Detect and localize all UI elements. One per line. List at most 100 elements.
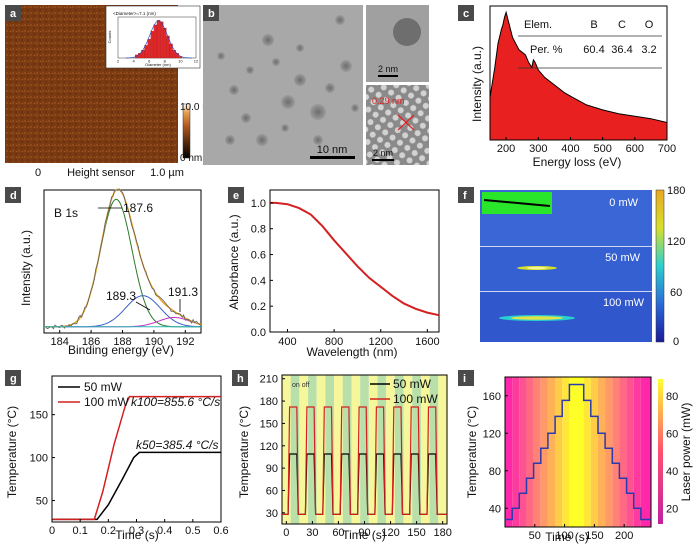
tick-label: 120	[260, 441, 278, 453]
tick-label: 200	[615, 530, 633, 542]
background-band	[377, 375, 387, 524]
series-line	[52, 395, 221, 521]
x-axis-label: Time (s)	[115, 528, 159, 542]
lattice-marker	[397, 114, 415, 131]
axis-start-label: 0	[35, 167, 41, 179]
tick-label: 50	[36, 496, 48, 508]
fitted-envelope	[44, 188, 202, 328]
legend-label: 100 mW	[84, 395, 129, 409]
legend-label: 100 mW	[393, 392, 438, 406]
slope-annotation: k50=385.4 °C/s	[136, 438, 219, 452]
tick-label: 120	[483, 428, 501, 440]
panel-i: i 50 100 150 200 40 80 120 160 20 40 60 80 Time (s)…	[458, 370, 693, 544]
tick-label: 400	[561, 143, 579, 155]
tick-label: 1600	[415, 336, 439, 348]
onoff-label: on off	[292, 382, 309, 389]
nanoparticle	[229, 85, 239, 95]
x-axis-label: Wavelength (nm)	[307, 345, 398, 359]
nanoparticle	[281, 95, 295, 109]
power-band	[555, 377, 563, 527]
background-band	[299, 375, 309, 524]
panel-letter-box	[5, 187, 21, 203]
axis-label: Height sensor	[67, 167, 135, 179]
panel-letter-box	[5, 5, 21, 21]
background-band	[360, 375, 369, 524]
panel-letter: g	[10, 373, 17, 385]
temperature-rise-plot: 0 0.1 0.2 0.3 0.4 0.5 0.6 50 100 150	[30, 375, 229, 537]
legend-label: 50 mW	[393, 377, 432, 391]
power-ramp-plot: 50 100 150 200 40 80 120 160 20 40 60 80	[483, 376, 678, 542]
panel-b: b 10 nm 2 nm 0.29 nm 2 nm	[203, 5, 429, 165]
hotspot	[527, 266, 547, 270]
tick-label: 600	[626, 143, 644, 155]
scalebar	[372, 159, 394, 161]
tick-label: 400	[278, 336, 296, 348]
histogram-bar	[163, 27, 167, 59]
power-band	[562, 377, 570, 527]
tick-label: 0.1	[73, 525, 88, 537]
power-band	[547, 377, 556, 527]
tick-label: 0	[49, 525, 55, 537]
thermal-image-row	[480, 247, 652, 291]
panel-h: h 0 30 60 90 120 150 180 30 60 90 120 150 180 210 on …	[232, 370, 452, 542]
nanoparticle	[217, 52, 225, 60]
tick-label: 190	[145, 336, 163, 348]
inset-tick-label: 2	[117, 59, 120, 64]
background-band	[334, 375, 343, 524]
nanoparticle	[272, 58, 280, 66]
inset-title: <Diameter>=7.1 (nm)	[113, 11, 156, 16]
background-band	[342, 375, 352, 524]
colorbar	[182, 103, 191, 159]
nanoparticle	[225, 135, 235, 145]
tick-label: 90	[266, 463, 278, 475]
tick-label: 30	[266, 508, 278, 520]
table-cell: 36.4	[611, 44, 632, 56]
tick-label: 0.2	[101, 525, 116, 537]
tick-label: 0.0	[251, 327, 266, 339]
x-axis-label: Time (s)	[545, 530, 589, 544]
nanoparticle	[335, 15, 345, 25]
tick-label: 40	[489, 503, 501, 515]
nanoparticle	[313, 135, 323, 145]
nanoparticle	[340, 60, 352, 72]
colorbar-tick: 0	[673, 336, 679, 348]
nanoparticles	[217, 15, 359, 146]
background-band	[403, 375, 413, 524]
power-band	[626, 377, 634, 527]
tick-label: 300	[529, 143, 547, 155]
xps-plot: 184 186 188 190 192	[43, 188, 202, 348]
background-band	[420, 375, 430, 524]
x-axis-label: Time (s)	[342, 528, 386, 542]
power-band	[605, 377, 613, 527]
table-row-label: Per. %	[530, 44, 563, 56]
tick-label: 60	[266, 485, 278, 497]
spectrum-title: B 1s	[54, 206, 78, 220]
hotspot	[511, 316, 563, 320]
row-label: 100 mW	[603, 297, 645, 309]
scalebar-label: 10 nm	[317, 144, 348, 156]
lattice-spacing-label: 0.29 nm	[372, 96, 405, 106]
y2-tick-label: 20	[666, 503, 678, 515]
nanoparticle	[241, 113, 251, 123]
power-band	[590, 377, 598, 527]
peak-arrow	[135, 301, 151, 311]
histogram-bar	[144, 45, 148, 59]
table-header: C	[618, 19, 626, 31]
nanoparticle	[325, 83, 335, 93]
y2-axis-label: Laser power (mW)	[679, 403, 693, 502]
nanoparticle	[294, 74, 306, 86]
x-axis-label: Energy loss (eV)	[533, 155, 622, 169]
legend-label: 50 mW	[84, 380, 123, 394]
background-band	[438, 375, 447, 524]
table-header: Elem.	[524, 19, 552, 31]
tem-image-hr	[366, 5, 429, 82]
tick-label: 0.5	[185, 525, 200, 537]
panel-letter-box	[458, 5, 474, 21]
power-band	[519, 377, 527, 527]
background-band	[325, 375, 335, 524]
nanoparticle	[246, 66, 254, 74]
inset-xlabel: Diameter (nm)	[145, 62, 171, 67]
colorbar-tick: 60	[670, 287, 682, 299]
y-axis-label: Intensity (a.u.)	[470, 46, 484, 122]
panel-letter-box	[228, 187, 244, 203]
